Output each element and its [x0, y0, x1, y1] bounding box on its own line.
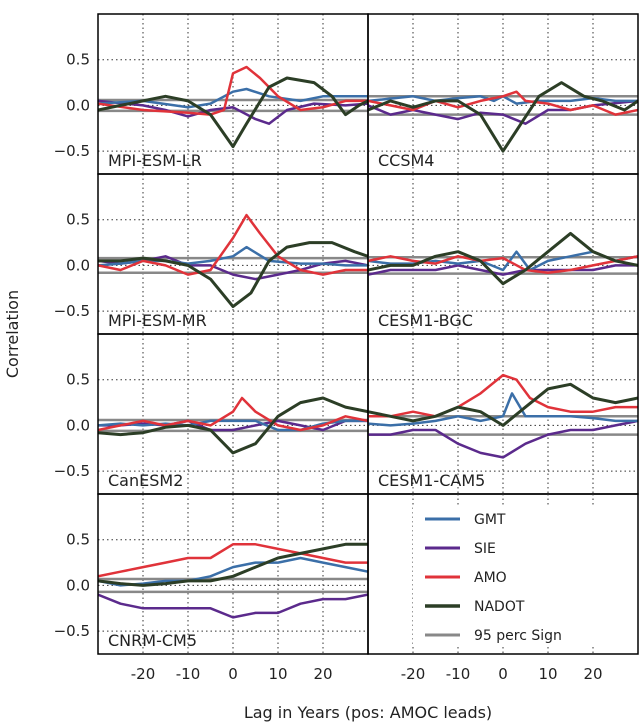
series-line-gmt	[368, 392, 638, 427]
series-line-sie	[98, 593, 368, 619]
x-tick-label: 10	[538, 665, 557, 683]
y-tick-label: 0.0	[66, 256, 90, 274]
y-tick-label: 0.5	[66, 51, 90, 69]
series-line-amo	[98, 543, 368, 578]
series-line-gmt	[98, 556, 368, 587]
y-tick-label: 0.0	[66, 416, 90, 434]
panel-canesm2: CanESM2	[97, 333, 369, 495]
series-line-nadot	[368, 231, 638, 286]
model-label: CanESM2	[108, 471, 183, 490]
legend-label: SIE	[474, 541, 496, 557]
x-tick-label: 20	[313, 665, 332, 683]
tick-labels: 0.5 0.0 −0.5 0.5 0.0 −0.5 0.5 0.0 −0.5 0.5 0.0 −0.5…	[54, 51, 603, 683]
model-label: MPI-ESM-LR	[108, 151, 202, 170]
model-label: CCSM4	[378, 151, 434, 170]
panel-cesm1-bgc: CESM1-BGC	[367, 173, 639, 335]
series-line-sie	[368, 264, 638, 276]
series-line-amo	[368, 90, 638, 116]
y-tick-label: 0.5	[66, 211, 90, 229]
y-tick-label: −0.5	[54, 462, 90, 480]
model-label: CESM1-CAM5	[378, 471, 485, 490]
x-tick-label: 0	[498, 665, 508, 683]
y-tick-label: −0.5	[54, 142, 90, 160]
series-line-nadot	[98, 396, 368, 455]
model-label: MPI-ESM-MR	[108, 311, 207, 330]
y-axis-label: Correlation	[3, 290, 22, 378]
series-line-nadot	[368, 81, 638, 153]
series-line-sie	[98, 419, 368, 432]
x-tick-label: -20	[401, 665, 426, 683]
series-line-gmt	[98, 419, 368, 432]
panel-mpi-esm-mr: MPI-ESM-MR	[97, 173, 369, 335]
series-line-nadot	[98, 542, 368, 587]
series-line-sie	[368, 419, 638, 459]
x-tick-label: -10	[176, 665, 201, 683]
model-label: CESM1-BGC	[378, 311, 473, 330]
panel-ccsm4: CCSM4	[367, 13, 639, 175]
series-line-amo	[368, 373, 638, 418]
legend-label: GMT	[474, 512, 506, 528]
legend-label: AMO	[474, 570, 507, 586]
model-label: CNRM-CM5	[108, 631, 197, 650]
x-tick-label: -20	[131, 665, 156, 683]
y-tick-label: −0.5	[54, 622, 90, 640]
y-tick-label: 0.5	[66, 371, 90, 389]
y-tick-label: 0.0	[66, 96, 90, 114]
y-tick-label: −0.5	[54, 302, 90, 320]
panel-cesm1-cam5: CESM1-CAM5	[367, 333, 639, 495]
series-line-amo	[368, 255, 638, 274]
x-tick-label: 10	[268, 665, 287, 683]
panels-layer: MPI-ESM-LR CCSM4 MPI-ESM-MR CESM1-BGC CanESM…	[97, 13, 639, 655]
x-axis-label: Lag in Years (pos: AMOC leads)	[244, 703, 492, 722]
y-tick-label: 0.0	[66, 576, 90, 594]
series-line-amo	[98, 65, 368, 116]
x-tick-label: 0	[228, 665, 238, 683]
legend-label: NADOT	[474, 599, 525, 615]
x-tick-label: -10	[446, 665, 471, 683]
series-line-nadot	[98, 241, 368, 309]
legend-label: 95 perc Sign	[474, 628, 562, 644]
series-line-sie	[98, 99, 368, 125]
panel-mpi-esm-lr: MPI-ESM-LR	[97, 13, 369, 175]
series-line-nadot	[98, 76, 368, 149]
legend: GMT SIE AMO NADOT 95 perc Sign	[367, 493, 639, 655]
series-line-nadot	[368, 382, 638, 427]
y-tick-label: 0.5	[66, 531, 90, 549]
panel-cnrm-cm5: CNRM-CM5	[97, 493, 369, 655]
series-line-amo	[98, 396, 368, 432]
x-tick-label: 20	[583, 665, 602, 683]
series-line-amo	[98, 213, 368, 276]
